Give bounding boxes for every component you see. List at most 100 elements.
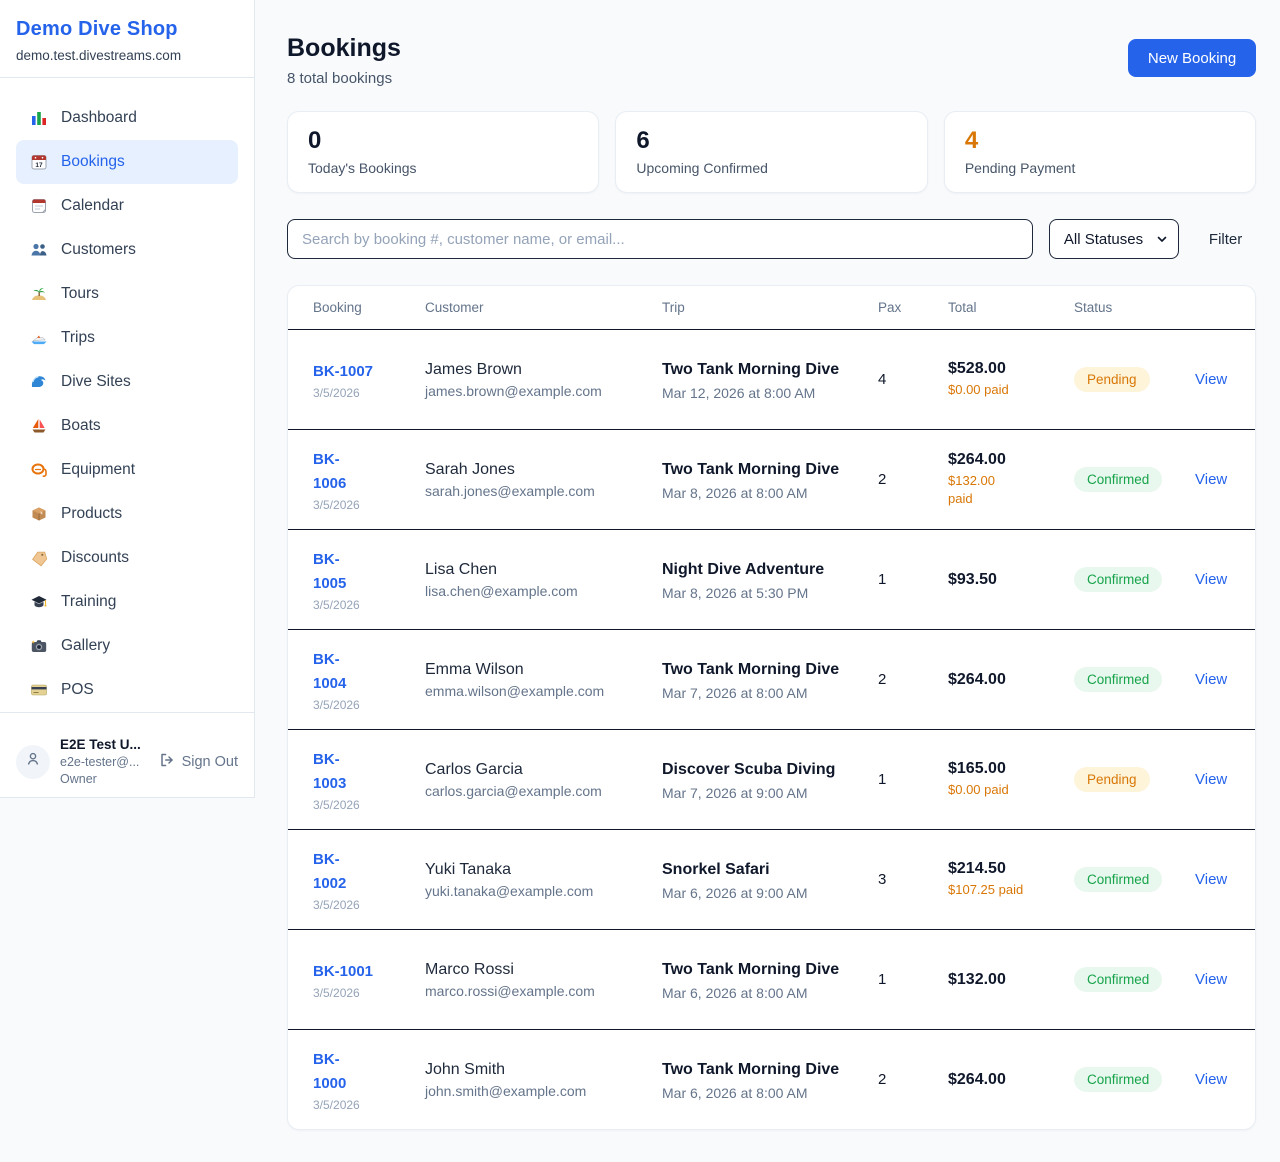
status-cell: Confirmed bbox=[1074, 667, 1195, 692]
sidebar-item-bookings[interactable]: 17 Bookings bbox=[16, 140, 238, 184]
customer-email: james.brown@example.com bbox=[425, 382, 602, 399]
total-cell: $264.00 bbox=[948, 671, 1074, 689]
status-badge: Confirmed bbox=[1074, 567, 1163, 592]
column-header-customer: Customer bbox=[425, 300, 484, 315]
shop-domain: demo.test.divestreams.com bbox=[16, 48, 182, 63]
sidebar-item-discounts[interactable]: Discounts bbox=[16, 536, 238, 580]
total-cell: $214.50 $107.25 paid bbox=[948, 860, 1074, 899]
customer-name: Emma Wilson bbox=[425, 660, 524, 678]
sidebar-item-label: POS bbox=[61, 681, 94, 698]
table-row: BK- 1006 3/5/2026 Sarah Jones sarah.jone… bbox=[288, 429, 1256, 529]
users-icon bbox=[30, 241, 48, 259]
stats-row: 0 Today's Bookings 6 Upcoming Confirmed 4 Pen… bbox=[287, 111, 1257, 193]
island-icon bbox=[30, 285, 48, 303]
trip-datetime: Mar 7, 2026 at 8:00 AM bbox=[662, 685, 808, 701]
trip-name: Two Tank Morning Dive bbox=[662, 361, 840, 378]
table-row: BK- 1005 3/5/2026 Lisa Chen lisa.chen@ex… bbox=[288, 529, 1256, 629]
camera-icon bbox=[30, 637, 48, 655]
total-bookings-count: 8 total bookings bbox=[287, 70, 393, 87]
booking-id-link[interactable]: BK-1007 bbox=[313, 362, 374, 380]
view-link[interactable]: View bbox=[1195, 1070, 1228, 1088]
sign-out-button[interactable]: Sign Out bbox=[159, 752, 238, 772]
total-amount: $264.00 bbox=[948, 670, 1006, 688]
view-link[interactable]: View bbox=[1195, 570, 1228, 588]
speedboat-icon bbox=[30, 329, 48, 347]
table-header: Booking Customer Trip Pax Total Status bbox=[288, 286, 1255, 329]
customer-name: John Smith bbox=[425, 1060, 506, 1078]
sidebar-item-label: Customers bbox=[61, 241, 136, 258]
sidebar-item-label: Calendar bbox=[61, 197, 124, 214]
booking-id-link[interactable]: BK- 1000 bbox=[313, 1050, 347, 1092]
trip-name: Two Tank Morning Dive bbox=[662, 461, 840, 478]
booking-id-link[interactable]: BK-1001 bbox=[313, 962, 374, 980]
trip-cell: Two Tank Morning Dive Mar 6, 2026 at 8:0… bbox=[662, 1058, 878, 1101]
status-badge: Confirmed bbox=[1074, 467, 1163, 492]
sidebar-footer: E2E Test U... e2e-tester@... Owner Sign … bbox=[0, 712, 254, 797]
sidebar-item-training[interactable]: Training bbox=[16, 580, 238, 624]
booking-id-link[interactable]: BK- 1006 bbox=[313, 450, 347, 492]
trip-datetime: Mar 6, 2026 at 8:00 AM bbox=[662, 1085, 808, 1101]
booking-id-link[interactable]: BK- 1004 bbox=[313, 650, 347, 692]
sidebar-item-tours[interactable]: Tours bbox=[16, 272, 238, 316]
view-cell: View bbox=[1195, 1071, 1227, 1089]
stat-card-today-s-bookings: 0 Today's Bookings bbox=[287, 111, 600, 193]
sidebar-item-equipment[interactable]: Equipment bbox=[16, 448, 238, 492]
total-amount: $264.00 bbox=[948, 1070, 1006, 1088]
user-role: Owner bbox=[60, 771, 97, 786]
sailboat-icon bbox=[30, 417, 48, 435]
status-filter-select[interactable]: All Statuses bbox=[1048, 219, 1179, 259]
sidebar-item-calendar[interactable]: Calendar bbox=[16, 184, 238, 228]
sidebar-item-customers[interactable]: Customers bbox=[16, 228, 238, 272]
stat-label: Pending Payment bbox=[964, 160, 1076, 176]
view-cell: View bbox=[1195, 971, 1227, 989]
view-cell: View bbox=[1195, 871, 1227, 889]
booking-cell: BK- 1005 3/5/2026 bbox=[313, 548, 425, 612]
view-link[interactable]: View bbox=[1195, 470, 1228, 488]
sidebar-item-label: Boats bbox=[61, 417, 101, 434]
booking-date: 3/5/2026 bbox=[313, 385, 360, 400]
paid-amount: $0.00 paid bbox=[948, 381, 1009, 397]
customer-email: sarah.jones@example.com bbox=[425, 482, 595, 499]
stat-card-pending-payment: 4 Pending Payment bbox=[943, 111, 1257, 193]
sidebar-item-products[interactable]: Products bbox=[16, 492, 238, 536]
customer-cell: John Smith john.smith@example.com bbox=[425, 1061, 662, 1099]
status-badge: Confirmed bbox=[1074, 867, 1163, 892]
paid-amount: $107.25 paid bbox=[948, 881, 1024, 897]
paid-amount: $0.00 paid bbox=[948, 781, 1009, 797]
brand-block: Demo Dive Shop demo.test.divestreams.com bbox=[0, 0, 254, 78]
booking-id-link[interactable]: BK- 1003 bbox=[313, 750, 347, 792]
search-input[interactable] bbox=[287, 219, 1033, 259]
view-link[interactable]: View bbox=[1195, 970, 1228, 988]
sidebar-item-dive-sites[interactable]: Dive Sites bbox=[16, 360, 238, 404]
booking-cell: BK- 1004 3/5/2026 bbox=[313, 648, 425, 712]
trip-datetime: Mar 7, 2026 at 9:00 AM bbox=[662, 785, 808, 801]
new-booking-button[interactable]: New Booking bbox=[1127, 39, 1257, 77]
sidebar-item-gallery[interactable]: Gallery bbox=[16, 624, 238, 668]
view-link[interactable]: View bbox=[1195, 770, 1228, 788]
trip-datetime: Mar 6, 2026 at 9:00 AM bbox=[662, 885, 808, 901]
booking-id-link[interactable]: BK- 1002 bbox=[313, 850, 347, 892]
user-info: E2E Test U... e2e-tester@... Owner bbox=[60, 736, 149, 788]
sign-out-label: Sign Out bbox=[181, 753, 238, 770]
sidebar-item-pos[interactable]: POS bbox=[16, 668, 238, 712]
customer-name: James Brown bbox=[425, 360, 522, 378]
customer-email: marco.rossi@example.com bbox=[425, 982, 595, 999]
sidebar-item-dashboard[interactable]: Dashboard bbox=[16, 96, 238, 140]
page-header: Bookings 8 total bookings New Booking bbox=[287, 34, 1257, 87]
sidebar-item-boats[interactable]: Boats bbox=[16, 404, 238, 448]
sidebar-item-trips[interactable]: Trips bbox=[16, 316, 238, 360]
view-link[interactable]: View bbox=[1195, 670, 1228, 688]
total-cell: $93.50 bbox=[948, 571, 1074, 589]
sidebar-item-label: Tours bbox=[61, 285, 99, 302]
trip-cell: Two Tank Morning Dive Mar 7, 2026 at 8:0… bbox=[662, 658, 878, 701]
sidebar-item-label: Dashboard bbox=[61, 109, 137, 126]
total-cell: $132.00 bbox=[948, 971, 1074, 989]
view-cell: View bbox=[1195, 771, 1227, 789]
booking-date: 3/5/2026 bbox=[313, 897, 360, 912]
view-link[interactable]: View bbox=[1195, 870, 1228, 888]
diving-mask-icon bbox=[30, 461, 48, 479]
booking-cell: BK- 1003 3/5/2026 bbox=[313, 748, 425, 812]
booking-id-link[interactable]: BK- 1005 bbox=[313, 550, 347, 592]
filter-button[interactable]: Filter bbox=[1195, 231, 1256, 248]
view-link[interactable]: View bbox=[1195, 370, 1228, 388]
